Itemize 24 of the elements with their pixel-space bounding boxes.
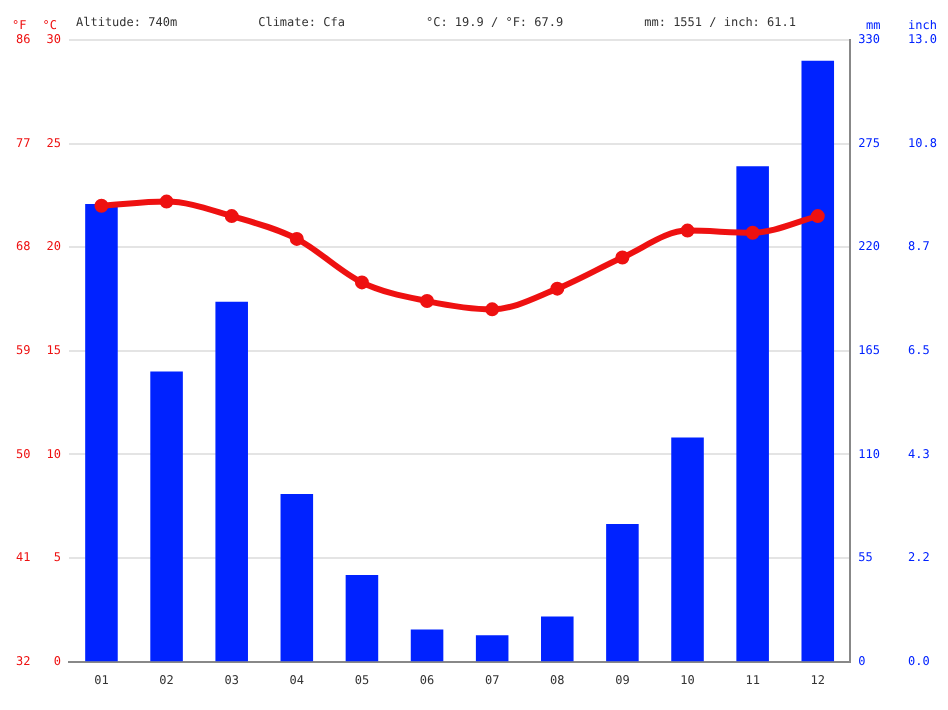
- bar: [606, 524, 639, 662]
- bar: [215, 301, 248, 662]
- point: [159, 194, 174, 209]
- point: [289, 231, 304, 246]
- point: [615, 250, 630, 265]
- bar: [801, 60, 835, 662]
- bar: [345, 574, 379, 662]
- point: [680, 223, 695, 238]
- bar: [150, 371, 183, 662]
- bar: [541, 616, 574, 662]
- bar: [736, 166, 769, 662]
- bar: [410, 629, 444, 662]
- point: [550, 281, 565, 296]
- point: [745, 225, 760, 240]
- point: [94, 198, 109, 213]
- point: [810, 209, 825, 224]
- point: [354, 275, 369, 290]
- bar: [671, 437, 704, 662]
- bar: [475, 635, 509, 662]
- point: [224, 209, 239, 224]
- point: [420, 294, 435, 309]
- point: [485, 302, 500, 317]
- bar: [280, 493, 314, 662]
- bar: [85, 203, 118, 662]
